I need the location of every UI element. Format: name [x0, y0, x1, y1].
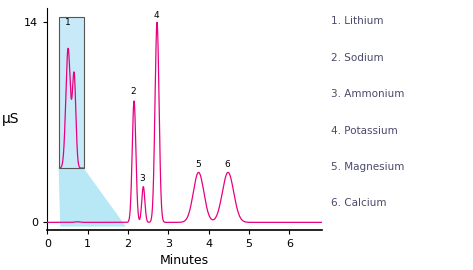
Text: 6: 6	[224, 160, 230, 169]
Text: 1. Lithium: 1. Lithium	[331, 16, 384, 26]
Text: 2. Sodium: 2. Sodium	[331, 53, 384, 63]
Text: 5: 5	[195, 160, 201, 169]
X-axis label: Minutes: Minutes	[160, 254, 209, 267]
Text: 5. Magnesium: 5. Magnesium	[331, 162, 404, 172]
Bar	[59, 17, 84, 168]
Text: 3. Ammonium: 3. Ammonium	[331, 89, 404, 99]
Y-axis label: μS: μS	[1, 112, 19, 126]
Text: 4. Potassium: 4. Potassium	[331, 126, 398, 136]
Text: 4: 4	[153, 11, 159, 20]
Text: 6. Calcium: 6. Calcium	[331, 198, 386, 208]
Text: 3: 3	[140, 174, 145, 183]
Text: 1: 1	[65, 18, 70, 27]
Polygon shape	[59, 168, 126, 227]
Text: 2: 2	[131, 87, 136, 96]
